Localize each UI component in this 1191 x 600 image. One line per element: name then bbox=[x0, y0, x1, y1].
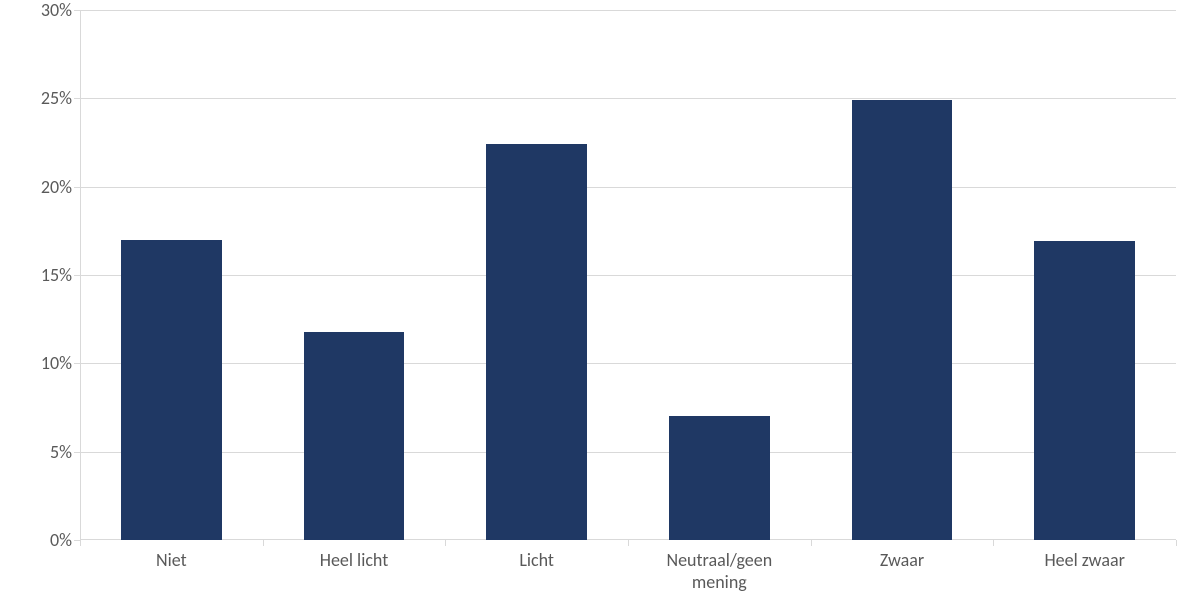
gridline bbox=[80, 363, 1176, 364]
plot-area: 0%5%10%15%20%25%30%NietHeel lichtLichtNe… bbox=[80, 10, 1176, 540]
bar bbox=[669, 416, 769, 540]
y-tick-label: 0% bbox=[50, 529, 80, 551]
bar-chart: 0% 5% 10% 15% 20% 25% 30% NietHeel lichtLichtNe… bbox=[0, 0, 1191, 600]
x-category-label: Heel licht bbox=[263, 540, 446, 572]
y-tick-label: 5% bbox=[50, 441, 80, 463]
y-tick-label: 10% bbox=[41, 352, 80, 374]
y-tick-label: 30% bbox=[41, 0, 80, 21]
bar bbox=[304, 332, 404, 540]
bar bbox=[121, 240, 221, 540]
x-category-label: Zwaar bbox=[811, 540, 994, 572]
x-category-label: Licht bbox=[445, 540, 628, 572]
x-category-label: Neutraal/geenmening bbox=[628, 540, 811, 593]
y-tick-label: 15% bbox=[41, 264, 80, 286]
gridline bbox=[80, 275, 1176, 276]
y-axis-line bbox=[80, 10, 81, 540]
gridline bbox=[80, 10, 1176, 11]
gridline bbox=[80, 187, 1176, 188]
gridline bbox=[80, 98, 1176, 99]
y-tick-label: 20% bbox=[41, 176, 80, 198]
x-tick-mark bbox=[1176, 540, 1177, 546]
y-tick-label: 25% bbox=[41, 87, 80, 109]
bar bbox=[852, 100, 952, 540]
x-category-label: Niet bbox=[80, 540, 263, 572]
x-category-label: Heel zwaar bbox=[993, 540, 1176, 572]
bar bbox=[486, 144, 586, 540]
bar bbox=[1034, 241, 1134, 540]
gridline bbox=[80, 452, 1176, 453]
